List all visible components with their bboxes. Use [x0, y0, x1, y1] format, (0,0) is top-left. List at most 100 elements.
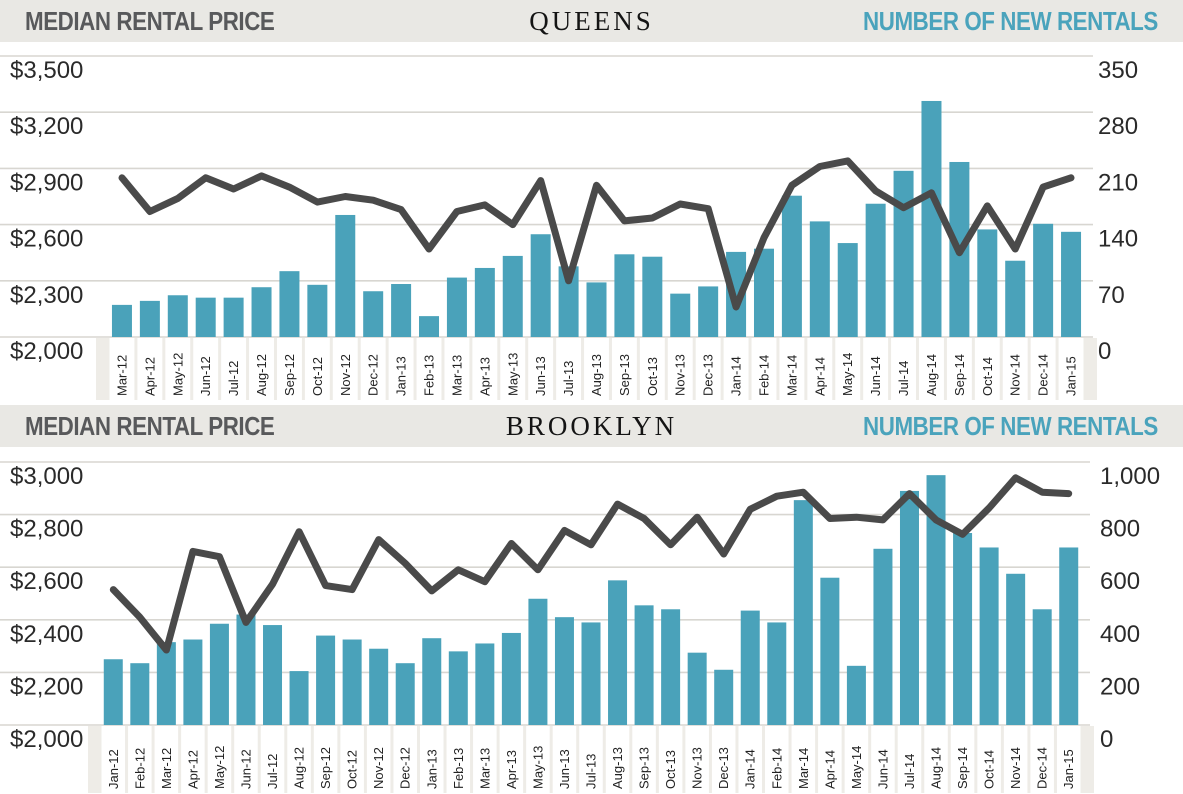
- bar-Jun-14: [865, 203, 886, 337]
- svg-text:Oct-14: Oct-14: [980, 357, 995, 396]
- svg-text:May-12: May-12: [170, 353, 185, 396]
- bar-Feb-13: [419, 316, 440, 337]
- bar-Aug-14: [926, 475, 946, 725]
- svg-text:$2,200: $2,200: [10, 673, 83, 700]
- bar-Jun-14: [873, 548, 893, 725]
- svg-text:Dec-13: Dec-13: [716, 747, 731, 789]
- svg-text:Mar-14: Mar-14: [796, 748, 811, 789]
- svg-text:$2,000: $2,000: [10, 726, 83, 753]
- x-axis-labels: Mar-12 Apr-12 May-12 Jun-12 Jul-12 Aug-12 Sep-…: [114, 353, 1078, 396]
- bar-Nov-13: [670, 293, 691, 337]
- brooklyn-title: BROOKLYN: [505, 410, 678, 441]
- bar-Dec-14: [1033, 223, 1054, 337]
- bar-Apr-13: [474, 267, 495, 337]
- svg-text:Jan-13: Jan-13: [394, 356, 409, 396]
- svg-text:Jun-12: Jun-12: [238, 749, 253, 789]
- bar-Jul-12: [223, 297, 244, 337]
- svg-text:Nov-13: Nov-13: [690, 747, 705, 789]
- bar-Nov-14: [1006, 573, 1026, 725]
- svg-text:$2,400: $2,400: [10, 621, 83, 648]
- svg-text:Apr-13: Apr-13: [477, 357, 492, 396]
- svg-text:Oct-14: Oct-14: [982, 750, 997, 789]
- svg-text:Aug-14: Aug-14: [929, 747, 944, 789]
- bar-Sep-14: [953, 533, 973, 725]
- svg-text:Aug-14: Aug-14: [924, 354, 939, 396]
- left-axis-ticks: $3,000 $2,800 $2,600 $2,400 $2,200 $2,000: [10, 463, 83, 753]
- svg-text:Feb-13: Feb-13: [422, 355, 437, 396]
- bar-Feb-13: [448, 651, 468, 725]
- svg-text:Mar-13: Mar-13: [449, 355, 464, 396]
- bar-Oct-13: [642, 256, 663, 337]
- brooklyn-header: MEDIAN RENTAL PRICE BROOKLYN NUMBER OF N…: [0, 405, 1183, 447]
- svg-text:Jun-14: Jun-14: [875, 749, 890, 789]
- bar-Jan-12: [103, 659, 123, 725]
- bar-Sep-13: [634, 605, 654, 725]
- svg-text:Jun-13: Jun-13: [557, 749, 572, 789]
- bar-Nov-14: [1005, 260, 1026, 337]
- svg-text:Jan-12: Jan-12: [106, 749, 121, 789]
- bar-May-14: [837, 243, 858, 337]
- bar-May-12: [167, 295, 188, 337]
- svg-text:Jul-14: Jul-14: [902, 754, 917, 789]
- svg-text:Dec-14: Dec-14: [1035, 747, 1050, 789]
- queens-title: QUEENS: [529, 5, 654, 36]
- median-price-line: [118, 157, 1075, 311]
- svg-text:$3,000: $3,000: [10, 463, 83, 490]
- bar-Mar-12: [111, 304, 132, 337]
- svg-text:$2,900: $2,900: [10, 169, 83, 196]
- x-axis-labels: Jan-12 Feb-12 Mar-12 Apr-12 May-12 Jun-12 Jul-…: [106, 746, 1076, 789]
- queens-header: MEDIAN RENTAL PRICE QUEENS NUMBER OF NEW…: [0, 0, 1183, 42]
- svg-text:Jul-13: Jul-13: [561, 361, 576, 396]
- bar-Dec-13: [714, 669, 734, 725]
- svg-text:Mar-13: Mar-13: [477, 748, 492, 789]
- svg-text:210: 210: [1098, 169, 1138, 196]
- bar-Mar-12: [156, 642, 176, 725]
- bar-Sep-12: [279, 271, 300, 337]
- new-rentals-bars: [111, 100, 1082, 338]
- svg-text:Nov-14: Nov-14: [1008, 354, 1023, 396]
- svg-text:Sep-14: Sep-14: [955, 747, 970, 789]
- bar-May-12: [209, 623, 229, 725]
- bar-Dec-12: [363, 291, 384, 337]
- new-rentals-bars: [103, 475, 1079, 725]
- x-label-strip: [88, 726, 1094, 793]
- svg-text:May-14: May-14: [840, 353, 855, 396]
- bar-Aug-12: [251, 287, 272, 337]
- bar-Oct-14: [979, 547, 999, 725]
- bar-Apr-12: [183, 639, 203, 725]
- bar-Jan-13: [391, 284, 412, 337]
- bar-Jun-12: [195, 297, 216, 337]
- bar-Jan-15: [1059, 547, 1079, 725]
- svg-text:Feb-12: Feb-12: [132, 748, 147, 789]
- brooklyn-section: MEDIAN RENTAL PRICE BROOKLYN NUMBER OF N…: [0, 405, 1183, 793]
- svg-text:Jan-15: Jan-15: [1061, 749, 1076, 789]
- bar-Dec-12: [395, 663, 415, 725]
- svg-text:Feb-14: Feb-14: [769, 748, 784, 789]
- svg-text:$3,200: $3,200: [10, 113, 83, 140]
- svg-text:Aug-13: Aug-13: [589, 354, 604, 396]
- svg-text:Oct-13: Oct-13: [645, 357, 660, 396]
- svg-text:May-14: May-14: [849, 746, 864, 789]
- svg-text:Aug-12: Aug-12: [292, 747, 307, 789]
- svg-text:Jun-13: Jun-13: [533, 356, 548, 396]
- bar-Oct-12: [307, 284, 328, 337]
- bar-Feb-14: [767, 622, 787, 725]
- queens-section: MEDIAN RENTAL PRICE QUEENS NUMBER OF NEW…: [0, 0, 1183, 400]
- brooklyn-left-axis-title: MEDIAN RENTAL PRICE: [25, 410, 275, 441]
- svg-text:Feb-14: Feb-14: [756, 355, 771, 396]
- svg-text:Nov-12: Nov-12: [338, 354, 353, 396]
- svg-text:0: 0: [1098, 338, 1111, 365]
- bar-Jul-12: [263, 625, 283, 725]
- svg-text:Jul-13: Jul-13: [584, 754, 599, 789]
- bar-Feb-14: [753, 248, 774, 337]
- svg-text:Sep-12: Sep-12: [318, 747, 333, 789]
- svg-text:Jul-12: Jul-12: [265, 754, 280, 789]
- svg-text:Sep-13: Sep-13: [637, 747, 652, 789]
- svg-text:Jan-15: Jan-15: [1064, 356, 1079, 396]
- svg-text:Nov-14: Nov-14: [1008, 747, 1023, 789]
- right-axis-ticks: 1,000 800 600 400 200 0: [1100, 463, 1160, 753]
- bar-Jun-13: [530, 234, 551, 337]
- bar-Apr-14: [809, 221, 830, 337]
- brooklyn-chart: $3,000 $2,800 $2,600 $2,400 $2,200 $2,000 1,00…: [0, 461, 1160, 793]
- svg-text:Dec-12: Dec-12: [366, 354, 381, 396]
